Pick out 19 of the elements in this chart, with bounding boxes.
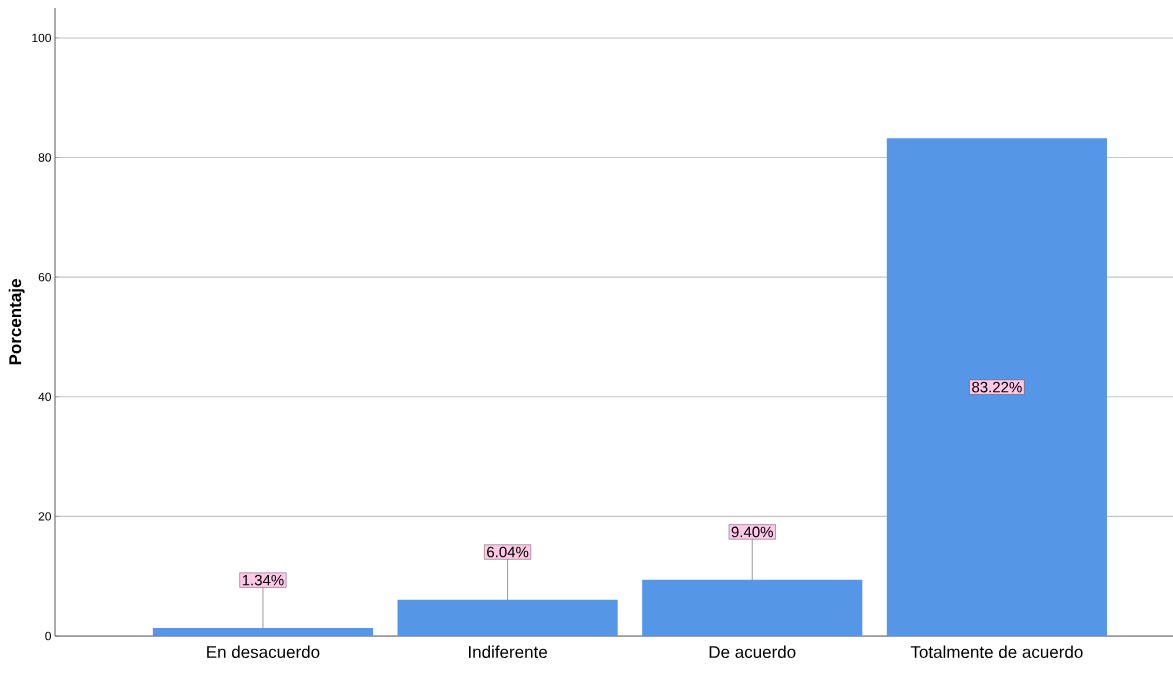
data-label: 6.04% [487,546,529,558]
y-tick-label: 100 [32,33,51,43]
data-label: 1.34% [242,574,284,586]
y-tick-label: 0 [45,631,52,641]
data-label: 83.22% [972,381,1022,393]
bar [152,627,374,636]
bar [397,599,618,636]
data-label: 9.40% [731,526,773,538]
y-axis-title: Porcentaje [8,279,25,365]
y-tick-label: 80 [38,153,51,162]
x-tick-label: En desacuerdo [207,645,320,659]
x-tick-label: Indiferente [469,645,548,659]
x-tick-label: Totalmente de acuerdo [910,645,1083,659]
bar [886,138,1107,636]
y-tick-label: 40 [38,392,51,401]
bar [642,579,863,636]
x-tick-label: De acuerdo [709,645,796,659]
y-tick-label: 60 [38,272,51,282]
y-tick-label: 20 [38,512,51,521]
